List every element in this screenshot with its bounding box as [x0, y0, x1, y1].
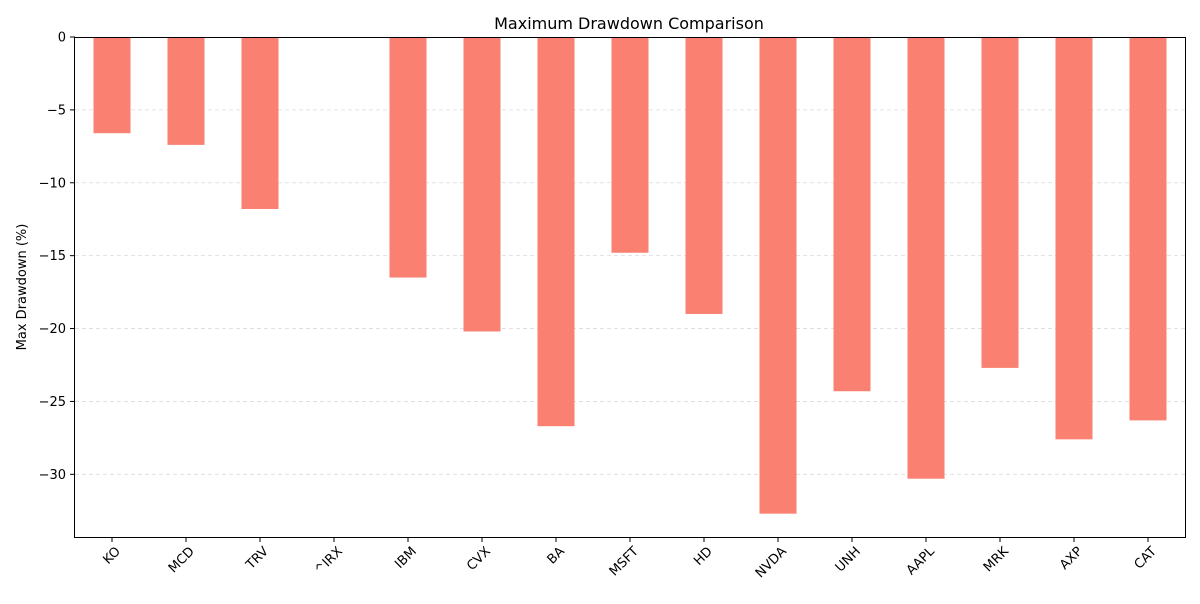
y-axis: 0 −5 −10 −15 −20 −25 −30 [39, 31, 75, 483]
x-tick-label: IBM [392, 544, 420, 572]
bar-aapl [907, 37, 945, 479]
bar-cvx [463, 37, 501, 332]
y-axis-label: Max Drawdown (%) [15, 224, 30, 351]
bar-msft [611, 37, 649, 253]
y-tick-label: 0 [58, 31, 66, 46]
y-tick-label: −30 [39, 468, 66, 483]
bar-ba [537, 37, 575, 427]
bar-trv [241, 37, 279, 210]
bar-cat [1129, 37, 1167, 421]
bar-ko [93, 37, 131, 134]
bar-ibm [389, 37, 427, 278]
x-axis: KO MCD TRV ^IRX IBM CVX BA MSFT HD NVDA UNH AAPL MRK… [100, 537, 1160, 581]
x-tick-label: AAPL [904, 544, 939, 579]
x-tick-label: KO [100, 544, 123, 567]
x-tick-label: NVDA [753, 544, 790, 581]
y-tick-label: −15 [39, 249, 66, 264]
y-tick-label: −5 [47, 103, 66, 118]
x-tick-label: MSFT [607, 544, 642, 579]
bar-axp [1055, 37, 1093, 440]
x-tick-label: MRK [981, 544, 1012, 575]
x-tick-label: UNH [833, 544, 864, 575]
bar-nvda [759, 37, 797, 514]
bar-mrk [981, 37, 1019, 368]
bar-hd [685, 37, 723, 314]
bar-unh [833, 37, 871, 392]
y-tick-label: −20 [39, 322, 66, 337]
chart-title: Maximum Drawdown Comparison [494, 14, 764, 33]
x-tick-label: ^IRX [312, 544, 346, 578]
y-tick-label: −25 [39, 395, 66, 410]
x-tick-label: TRV [243, 544, 272, 573]
bar-mcd [167, 37, 205, 145]
x-tick-label: BA [545, 544, 568, 567]
x-tick-label: MCD [166, 544, 198, 576]
x-tick-label: CVX [464, 544, 494, 574]
x-tick-label: HD [691, 544, 716, 569]
bar-layer [93, 37, 1167, 514]
x-tick-label: AXP [1057, 544, 1086, 573]
y-tick-label: −10 [39, 176, 66, 191]
x-tick-label: CAT [1132, 544, 1160, 572]
